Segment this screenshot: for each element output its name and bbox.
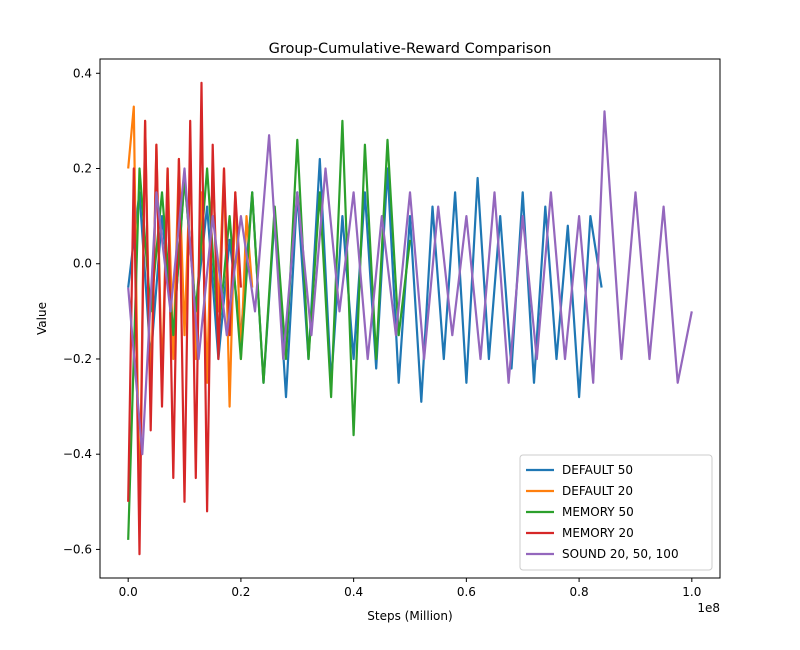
legend-entry: DEFAULT 50 (562, 463, 633, 477)
x-tick-label: 1.0 (682, 585, 701, 599)
x-tick-label: 0.6 (457, 585, 476, 599)
legend-box (519, 454, 713, 571)
y-tick-label: 0.4 (73, 66, 92, 80)
series-line-4 (127, 81, 242, 556)
y-tick-label: 0.0 (73, 257, 92, 271)
y-tick-label: −0.4 (63, 447, 92, 461)
x-tick-label: 0.2 (231, 585, 250, 599)
x-tick-label: 0.8 (570, 585, 589, 599)
y-axis-label: Value (35, 302, 49, 335)
legend-entry: SOUND 20, 50, 100 (562, 547, 679, 561)
x-axis-label: Steps (Million) (367, 609, 452, 623)
series-line-1 (127, 157, 603, 403)
legend: DEFAULT 50 DEFAULT 20 MEMORY 50 MEMORY 20 SO… (519, 454, 713, 571)
legend-entry: MEMORY 20 (562, 526, 634, 540)
legend-entry: DEFAULT 20 (562, 484, 633, 498)
plot-frame (99, 58, 721, 579)
y-tick-label: −0.2 (63, 352, 92, 366)
x-axis-offset-label: 1e8 (697, 601, 720, 615)
series-line-5 (127, 110, 693, 456)
x-tick-label: 0.0 (119, 585, 138, 599)
y-tick-label: −0.6 (63, 542, 92, 556)
y-axis: −0.6 −0.4 −0.2 0.0 0.2 0.4 (63, 66, 100, 556)
x-axis: 0.0 0.2 0.4 0.6 0.8 1.0 (119, 578, 701, 599)
plot-lines (127, 81, 693, 556)
x-tick-label: 0.4 (344, 585, 363, 599)
legend-entry: MEMORY 50 (562, 505, 634, 519)
y-tick-label: 0.2 (73, 162, 92, 176)
chart-title: Group-Cumulative-Reward Comparison (269, 41, 552, 57)
